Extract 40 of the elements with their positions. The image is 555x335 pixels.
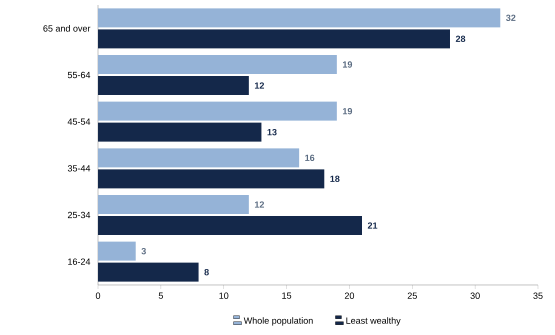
legend-label: Least wealthy — [346, 317, 401, 326]
data-label: 21 — [368, 222, 378, 229]
bar — [98, 148, 300, 168]
data-label: 13 — [268, 128, 277, 136]
data-label: 12 — [254, 82, 264, 89]
bar — [98, 194, 249, 214]
y-tick-label: 25-34 — [68, 212, 90, 218]
x-tick-label: 25 — [408, 292, 417, 299]
x-tick-label: 20 — [344, 292, 354, 299]
data-label: 3 — [141, 248, 146, 254]
data-label: 19 — [342, 61, 352, 68]
y-tick-label: 65 and over — [43, 25, 90, 32]
data-label: 16 — [305, 154, 314, 162]
x-tick-label: 0 — [96, 292, 100, 299]
data-label: 28 — [456, 36, 466, 42]
bar — [98, 262, 199, 282]
bar — [98, 29, 450, 48]
bar — [98, 76, 249, 95]
x-tick-label: 35 — [533, 292, 543, 299]
y-tick-label: 45-54 — [68, 118, 90, 125]
bar — [98, 216, 362, 235]
data-label: 32 — [506, 14, 516, 22]
y-tick-label: 16-24 — [68, 258, 90, 265]
bar — [98, 122, 262, 142]
x-tick-label: 30 — [470, 292, 480, 299]
bar — [98, 55, 337, 74]
data-label: 18 — [330, 176, 340, 182]
bar — [98, 102, 337, 121]
y-tick-label: 55-64 — [68, 72, 90, 78]
x-tick-label: 10 — [219, 292, 228, 299]
bar — [98, 242, 136, 261]
data-label: 8 — [204, 268, 209, 276]
x-tick-label: 15 — [282, 292, 292, 299]
y-tick-label: 35-44 — [68, 165, 90, 172]
x-tick-label: 5 — [158, 292, 163, 299]
legend-label: Whole population — [244, 317, 313, 326]
data-label: 12 — [254, 201, 264, 208]
bar — [98, 8, 500, 28]
data-label: 19 — [342, 108, 352, 114]
bar — [98, 169, 324, 188]
